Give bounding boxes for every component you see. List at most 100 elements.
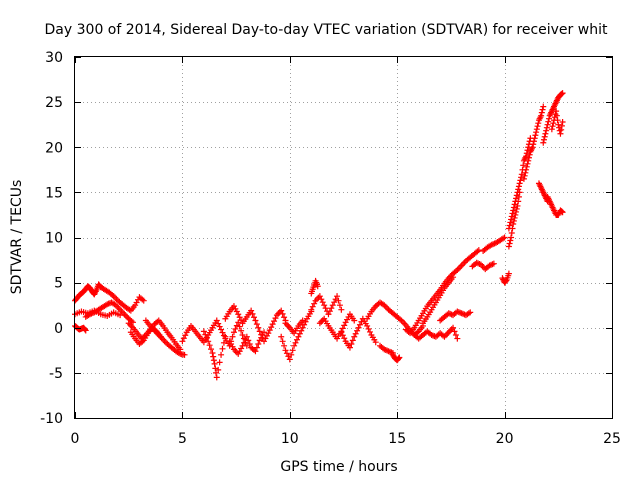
- data-point: [182, 332, 189, 339]
- x-tick-label: 20: [496, 431, 514, 447]
- data-point: [238, 317, 245, 324]
- data-point: [292, 339, 299, 346]
- data-point: [256, 328, 263, 335]
- data-point: [467, 309, 474, 316]
- data-point: [341, 335, 348, 342]
- data-point: [329, 302, 336, 309]
- x-tick-label: 10: [281, 431, 299, 447]
- data-point: [506, 222, 513, 229]
- data-point: [222, 333, 229, 340]
- data-point: [203, 334, 210, 341]
- data-point: [208, 346, 215, 353]
- data-point: [346, 344, 353, 351]
- data-point: [261, 329, 268, 336]
- data-point: [351, 317, 358, 324]
- data-point: [555, 121, 562, 128]
- data-point: [341, 322, 348, 329]
- data-point: [559, 118, 566, 125]
- data-point: [550, 120, 557, 127]
- data-point: [509, 225, 516, 232]
- data-point: [513, 205, 520, 212]
- data-point: [242, 336, 249, 343]
- data-point: [249, 310, 256, 317]
- data-point: [229, 333, 236, 340]
- data-point: [372, 339, 379, 346]
- data-point: [281, 314, 288, 321]
- data-point: [530, 141, 537, 148]
- data-point: [252, 348, 259, 355]
- data-point: [558, 126, 565, 133]
- data-point: [508, 234, 515, 241]
- data-point: [395, 355, 402, 362]
- data-point: [558, 90, 565, 97]
- data-point: [296, 330, 303, 337]
- data-point: [351, 333, 358, 340]
- x-axis-label: GPS time / hours: [280, 459, 397, 475]
- data-point: [356, 321, 363, 328]
- data-point: [322, 305, 329, 312]
- data-point: [213, 369, 220, 376]
- y-tick-label: 0: [54, 321, 63, 337]
- data-point: [558, 122, 565, 129]
- x-tick-label: 15: [388, 431, 406, 447]
- data-point: [272, 315, 279, 322]
- data-point: [526, 151, 533, 158]
- data-point: [533, 129, 540, 136]
- data-point: [559, 209, 566, 216]
- data-point: [543, 127, 550, 134]
- data-point: [454, 335, 461, 342]
- data-point: [233, 322, 240, 329]
- data-point: [451, 328, 458, 335]
- data-point: [396, 354, 403, 361]
- data-point: [181, 351, 188, 358]
- data-point: [298, 327, 305, 334]
- data-point: [288, 351, 295, 358]
- data-point: [282, 347, 289, 354]
- data-point: [539, 106, 546, 113]
- data-point: [318, 296, 325, 303]
- data-point: [289, 347, 296, 354]
- data-point: [515, 193, 522, 200]
- data-point: [279, 338, 286, 345]
- data-point: [490, 260, 497, 267]
- data-point: [355, 324, 362, 331]
- y-axis-label: SDTVAR / TECUs: [9, 180, 25, 295]
- y-tick-label: 20: [45, 140, 63, 156]
- y-tick-label: -10: [40, 411, 63, 427]
- x-tick-label: 0: [71, 431, 80, 447]
- data-point: [545, 118, 552, 125]
- data-point: [279, 310, 286, 317]
- data-point: [200, 328, 207, 335]
- data-point: [255, 340, 262, 347]
- data-point: [335, 297, 342, 304]
- data-point: [535, 120, 542, 127]
- data-point: [219, 329, 226, 336]
- data-point: [316, 293, 323, 300]
- data-point: [339, 325, 346, 332]
- data-point: [309, 303, 316, 310]
- data-point: [515, 183, 522, 190]
- data-point: [286, 356, 293, 363]
- data-point: [338, 306, 345, 313]
- data-point: [516, 189, 523, 196]
- data-point: [540, 139, 547, 146]
- data-point: [278, 333, 285, 340]
- data-point: [253, 321, 260, 328]
- data-point: [213, 374, 220, 381]
- data-point: [331, 299, 338, 306]
- data-point: [507, 237, 514, 244]
- data-point: [213, 317, 220, 324]
- data-point: [253, 344, 260, 351]
- data-point: [339, 332, 346, 339]
- data-point: [503, 277, 510, 284]
- data-point: [540, 103, 547, 110]
- data-point: [251, 314, 257, 321]
- data-point: [216, 323, 223, 330]
- data-point: [239, 331, 246, 338]
- y-tick-label: 25: [45, 95, 63, 111]
- data-point: [218, 351, 225, 358]
- data-point: [544, 121, 551, 128]
- data-point: [510, 217, 517, 224]
- data-point: [554, 117, 561, 124]
- data-point: [238, 327, 245, 334]
